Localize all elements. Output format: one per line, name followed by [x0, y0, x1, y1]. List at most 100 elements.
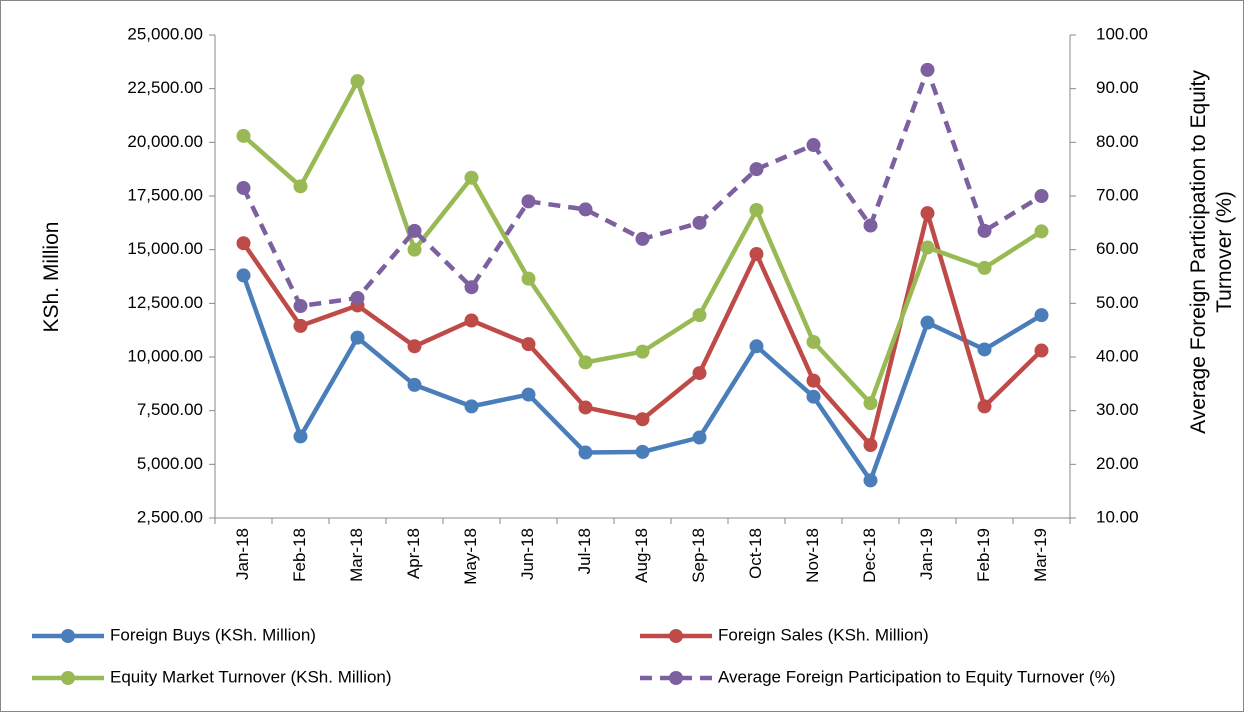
- data-point: [692, 430, 707, 445]
- data-point: [1034, 224, 1049, 239]
- data-point: [293, 429, 308, 444]
- data-point: [407, 223, 422, 238]
- data-point: [863, 218, 878, 233]
- legend-marker: [669, 629, 683, 643]
- data-point: [464, 313, 479, 328]
- legend-marker: [669, 671, 683, 685]
- y2-tick-label: 80.00: [1096, 132, 1139, 151]
- y-tick-label: 7,500.00: [137, 400, 203, 419]
- data-point: [578, 400, 593, 415]
- data-point: [578, 355, 593, 370]
- data-point: [920, 62, 935, 77]
- y2-tick-label: 40.00: [1096, 346, 1139, 365]
- data-point: [863, 396, 878, 411]
- data-point: [920, 315, 935, 330]
- series-line: [241, 67, 1043, 309]
- y-tick-label: 20,000.00: [127, 132, 203, 151]
- data-point: [749, 246, 764, 261]
- x-tick-label: Apr-18: [404, 528, 423, 579]
- data-point: [521, 194, 536, 209]
- data-point: [635, 231, 650, 246]
- data-point: [293, 318, 308, 333]
- x-tick-label: Nov-18: [803, 528, 822, 583]
- y-tick-label: 12,500.00: [127, 293, 203, 312]
- data-point: [806, 373, 821, 388]
- x-tick-label: Feb-19: [974, 528, 993, 582]
- y2-tick-label: 60.00: [1096, 239, 1139, 258]
- data-point: [1034, 343, 1049, 358]
- data-point: [464, 280, 479, 295]
- data-point: [293, 179, 308, 194]
- y2-tick-label: 20.00: [1096, 454, 1139, 473]
- x-tick-label: May-18: [461, 528, 480, 585]
- data-point: [635, 344, 650, 359]
- y2-axis-label: Average Foreign Participation to Equity …: [1187, 70, 1236, 434]
- data-point: [1034, 189, 1049, 203]
- data-point: [521, 387, 536, 402]
- data-point: [407, 339, 422, 354]
- data-point: [920, 206, 935, 221]
- data-point: [521, 271, 536, 286]
- legend-label: Foreign Sales (KSh. Million): [718, 625, 929, 644]
- data-point: [464, 170, 479, 185]
- data-point: [293, 299, 308, 314]
- data-point: [749, 162, 764, 177]
- y2-tick-label: 90.00: [1096, 78, 1139, 97]
- data-point: [749, 339, 764, 354]
- data-point: [521, 337, 536, 352]
- data-point: [977, 260, 992, 275]
- y-tick-label: 25,000.00: [127, 24, 203, 43]
- legend-marker: [61, 629, 75, 643]
- data-point: [977, 342, 992, 357]
- y-tick-label: 22,500.00: [127, 78, 203, 97]
- legend-label: Foreign Buys (KSh. Million): [110, 625, 316, 644]
- data-point: [692, 366, 707, 381]
- data-point: [806, 138, 821, 153]
- y-tick-label: 2,500.00: [137, 507, 203, 526]
- y-tick-label: 10,000.00: [127, 346, 203, 365]
- data-point: [692, 215, 707, 230]
- x-tick-label: Feb-18: [290, 528, 309, 582]
- data-point: [692, 308, 707, 323]
- data-point: [464, 399, 479, 414]
- x-tick-label: Jan-18: [233, 528, 252, 580]
- y-tick-label: 5,000.00: [137, 454, 203, 473]
- x-tick-label: Jul-18: [575, 528, 594, 574]
- data-point: [920, 240, 935, 255]
- x-tick-label: Mar-19: [1031, 528, 1050, 582]
- data-point: [578, 202, 593, 217]
- data-point: [1034, 308, 1049, 323]
- data-point: [407, 242, 422, 257]
- legend-label: Equity Market Turnover (KSh. Million): [110, 667, 392, 686]
- data-point: [350, 290, 365, 305]
- data-point: [578, 445, 593, 460]
- y2-tick-label: 10.00: [1096, 507, 1139, 526]
- data-point: [635, 444, 650, 459]
- x-tick-label: Sep-18: [689, 528, 708, 583]
- x-tick-label: Aug-18: [632, 528, 651, 583]
- data-point: [977, 223, 992, 238]
- x-tick-label: Mar-18: [347, 528, 366, 582]
- y-tick-label: 15,000.00: [127, 239, 203, 258]
- x-tick-label: Oct-18: [746, 528, 765, 579]
- data-point: [977, 399, 992, 414]
- data-point: [236, 268, 251, 283]
- y2-tick-label: 50.00: [1096, 293, 1139, 312]
- data-point: [407, 377, 422, 392]
- y-tick-label: 17,500.00: [127, 185, 203, 204]
- y2-tick-label: 70.00: [1096, 185, 1139, 204]
- data-point: [749, 202, 764, 217]
- y-axis-label: KSh. Million: [40, 221, 63, 333]
- x-tick-label: Jan-19: [917, 528, 936, 580]
- y2-tick-label: 100.00: [1096, 24, 1148, 43]
- x-tick-label: Jun-18: [518, 528, 537, 580]
- y2-tick-label: 30.00: [1096, 400, 1139, 419]
- data-point: [863, 473, 878, 488]
- data-point: [806, 389, 821, 404]
- legend-marker: [61, 671, 75, 685]
- data-point: [635, 412, 650, 427]
- x-tick-label: Dec-18: [860, 528, 879, 583]
- data-point: [806, 334, 821, 349]
